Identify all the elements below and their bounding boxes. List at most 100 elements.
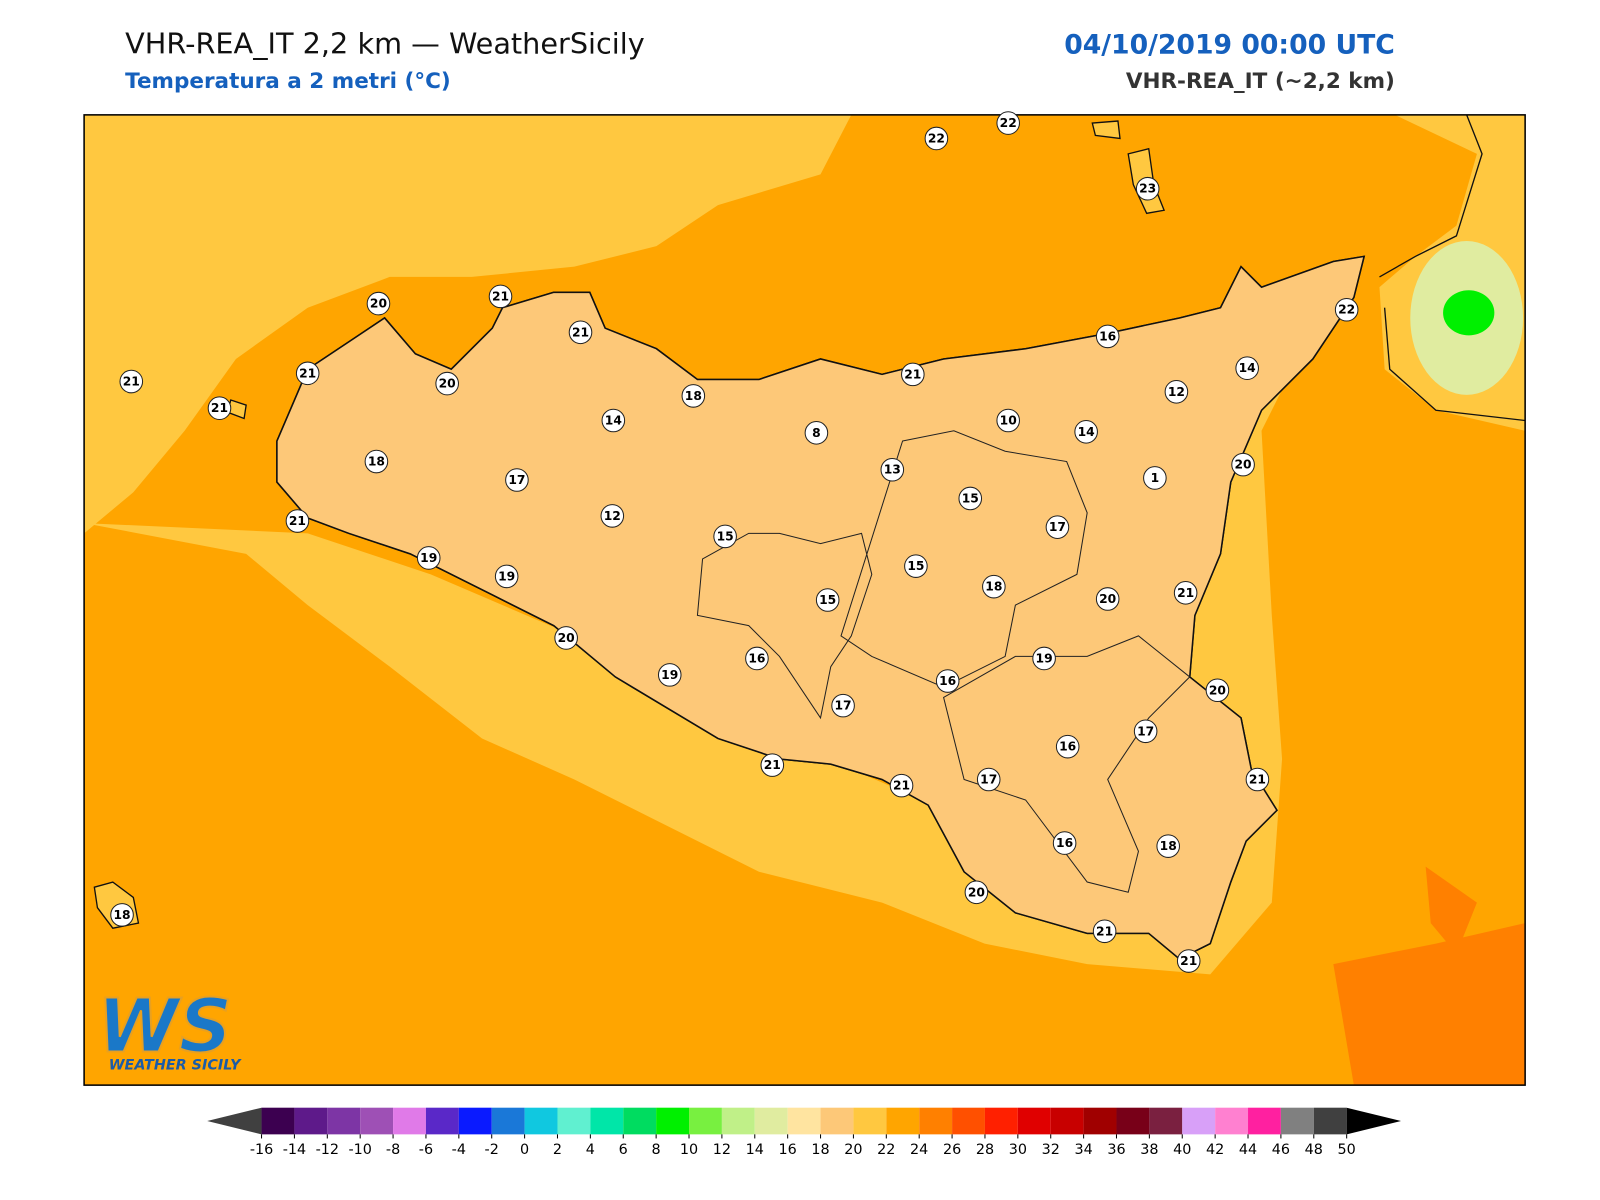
station-marker (1231, 452, 1255, 477)
station: 17 (976, 767, 1001, 792)
station: 21 (488, 284, 513, 309)
station: 14 (601, 408, 626, 433)
colorbar-tick-label: 44 (1239, 1142, 1257, 1158)
station-marker (285, 509, 310, 533)
station-marker (996, 408, 1020, 433)
station-marker (996, 111, 1020, 135)
colorbar-tick-label: 16 (779, 1142, 797, 1158)
station-value: 14 (605, 414, 622, 428)
station-value: 16 (1056, 836, 1073, 850)
station: 17 (1133, 719, 1158, 744)
station-value: 23 (1139, 182, 1156, 196)
station: 13 (880, 457, 905, 482)
colorbar-swatch (360, 1107, 394, 1135)
station: 16 (1052, 831, 1077, 855)
station-value: 8 (812, 426, 821, 440)
calabria-coast (1379, 114, 1526, 422)
station-value: 20 (370, 297, 387, 311)
station-marker (815, 588, 840, 612)
station: 14 (1074, 420, 1098, 444)
station-value: 15 (962, 491, 979, 505)
station-value: 21 (1177, 586, 1194, 600)
station: 20 (1095, 587, 1120, 611)
station-marker (924, 126, 949, 151)
station: 16 (1095, 324, 1120, 349)
station: 20 (1205, 678, 1230, 703)
colorbar-tick-label: -12 (316, 1142, 339, 1158)
colorbar-extend-high (1346, 1107, 1402, 1135)
station-value: 19 (498, 569, 515, 583)
colorbar-tick-label: 28 (976, 1142, 994, 1158)
colorbar-tick-label: -16 (250, 1142, 273, 1158)
station-value: 20 (1209, 683, 1226, 697)
station-marker (110, 903, 134, 927)
warm-area (1333, 923, 1526, 1086)
station: 14 (1235, 356, 1259, 380)
station-value: 15 (819, 593, 836, 607)
station: 19 (1032, 646, 1056, 671)
station-marker (831, 693, 855, 718)
colorbar-swatch (1182, 1107, 1216, 1135)
colorbar-tick-label: 20 (844, 1142, 862, 1158)
colorbar-swatch (787, 1107, 821, 1135)
station-marker (435, 371, 459, 396)
station-value: 21 (211, 401, 228, 415)
station-marker (1173, 581, 1198, 605)
map-field (84, 114, 1526, 1086)
station: 16 (1055, 734, 1080, 759)
logo: WS WEATHER SICILY (96, 982, 242, 1073)
title: VHR-REA_IT 2,2 km — WeatherSicily (125, 26, 645, 60)
station: 19 (494, 564, 519, 589)
subtitle: Temperatura a 2 metri (°C) (125, 69, 451, 94)
colorbar-tick-label: 6 (619, 1142, 628, 1158)
colorbar-swatch (557, 1107, 591, 1135)
station-value: 21 (904, 367, 921, 381)
station-marker (505, 468, 529, 492)
station-value: 18 (113, 908, 130, 922)
station-marker (1095, 587, 1120, 611)
station: 20 (435, 371, 459, 396)
colorbar-swatch (689, 1107, 722, 1135)
station-value: 12 (1168, 385, 1185, 399)
station-value: 22 (1000, 116, 1017, 130)
province-borders (696, 430, 1191, 893)
colorbar-swatch (853, 1107, 887, 1135)
colorbar-tick-label: 0 (520, 1142, 529, 1158)
station: 15 (904, 554, 928, 578)
station-marker (207, 396, 232, 420)
map-frame (83, 114, 1526, 1086)
station-value: 22 (1338, 303, 1355, 317)
station: 21 (889, 773, 914, 798)
station-marker (1055, 734, 1080, 759)
station-marker (964, 880, 989, 905)
colorbar-swatch (327, 1107, 361, 1135)
station: 22 (996, 111, 1020, 135)
station: 21 (285, 509, 310, 533)
station-value: 17 (1049, 520, 1066, 534)
station: 21 (119, 369, 144, 394)
station-marker (1245, 767, 1270, 792)
station-marker (1334, 297, 1359, 322)
station-marker (745, 646, 769, 671)
colorbar-swatch (1280, 1107, 1314, 1135)
station-value: 12 (604, 509, 621, 523)
station-marker (681, 384, 706, 408)
station-marker (295, 361, 320, 386)
colorbar-extend-low (207, 1107, 262, 1135)
station-value: 21 (123, 375, 140, 389)
colorbar-tick-label: 36 (1107, 1142, 1125, 1158)
islands (93, 120, 1166, 929)
colorbar-tick-label: 8 (652, 1142, 661, 1158)
station-value: 19 (661, 668, 678, 682)
station: 10 (996, 408, 1020, 433)
colorbar-swatch (1083, 1107, 1117, 1135)
colorbar-tick-label: 48 (1305, 1142, 1323, 1158)
station-marker (904, 554, 928, 578)
colorbar-tick-label: 40 (1173, 1142, 1191, 1158)
colorbar-tick-label: -6 (419, 1142, 433, 1158)
colorbar-swatch (820, 1107, 854, 1135)
station-value: 17 (835, 699, 852, 713)
colorbar-tick-label: 42 (1206, 1142, 1224, 1158)
station: 21 (295, 361, 320, 386)
